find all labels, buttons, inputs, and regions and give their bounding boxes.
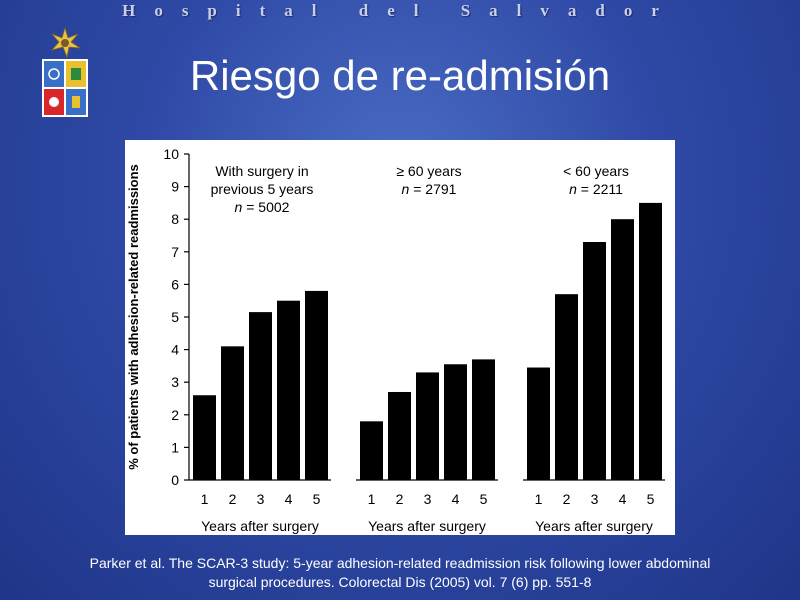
x-axis-label-group-2: Years after surgery bbox=[368, 518, 486, 534]
x-tick-label-group-2-1: 1 bbox=[368, 491, 376, 507]
group-1-n-label: n = 5002 bbox=[235, 199, 290, 215]
group-3-label-line-1: < 60 years bbox=[563, 163, 629, 179]
bar-group-2-year-3 bbox=[416, 372, 439, 480]
x-tick-label-group-2-2: 2 bbox=[396, 491, 404, 507]
x-tick-label-group-3-5: 5 bbox=[647, 491, 655, 507]
readmission-bar-chart: 0 1 2 3 4 5 6 7 8 9 10 % of patients with adhesion-… bbox=[126, 146, 665, 534]
x-tick-label-group-1-4: 4 bbox=[285, 491, 293, 507]
bar-group-3-year-3 bbox=[583, 242, 606, 480]
bar-group-2-year-5 bbox=[472, 359, 495, 480]
bar-group-3-year-1 bbox=[527, 367, 550, 480]
bar-group-3-year-2 bbox=[555, 294, 578, 480]
group-3-n-label: n = 2211 bbox=[569, 181, 623, 197]
group-1-label-line-2: previous 5 years bbox=[211, 181, 314, 197]
chart-panel: 0 1 2 3 4 5 6 7 8 9 10 % of patients with adhesion-… bbox=[125, 140, 675, 535]
x-tick-label-group-3-4: 4 bbox=[619, 491, 627, 507]
x-tick-label-group-2-5: 5 bbox=[480, 491, 488, 507]
y-tick-label-4: 4 bbox=[171, 342, 179, 358]
group-2-label-line-1: ≥ 60 years bbox=[396, 163, 461, 179]
bar-group-2-year-1 bbox=[360, 421, 383, 480]
x-tick-label-group-3-1: 1 bbox=[535, 491, 543, 507]
group-2-n-label: n = 2791 bbox=[402, 181, 457, 197]
y-tick-label-2: 2 bbox=[171, 407, 179, 423]
x-tick-label-group-2-4: 4 bbox=[452, 491, 460, 507]
bar-group-1-year-2 bbox=[221, 346, 244, 480]
y-tick-label-3: 3 bbox=[171, 374, 179, 390]
y-tick-label-10: 10 bbox=[163, 146, 179, 162]
y-tick-label-7: 7 bbox=[171, 244, 179, 260]
group-1-label-line-1: With surgery in bbox=[215, 163, 308, 179]
x-tick-label-group-1-2: 2 bbox=[229, 491, 237, 507]
hospital-header: Hospital del Salvador bbox=[122, 1, 678, 20]
bar-group-1-year-4 bbox=[277, 300, 300, 480]
bar-group-3-year-5 bbox=[639, 202, 662, 480]
university-crest-logo bbox=[42, 26, 88, 117]
y-tick-label-9: 9 bbox=[171, 179, 179, 195]
x-tick-label-group-1-3: 3 bbox=[257, 491, 265, 507]
citation-line-2: surgical procedures. Colorectal Dis (200… bbox=[208, 574, 592, 590]
bar-group-3-year-4 bbox=[611, 219, 634, 480]
bar-group-1-year-3 bbox=[249, 312, 272, 480]
x-tick-label-group-2-3: 3 bbox=[424, 491, 432, 507]
star-emblem-icon bbox=[50, 26, 81, 59]
citation: Parker et al. The SCAR-3 study: 5-year a… bbox=[20, 554, 780, 592]
citation-line-1: Parker et al. The SCAR-3 study: 5-year a… bbox=[89, 555, 711, 571]
bar-group-2-year-2 bbox=[388, 391, 411, 480]
bar-group-2-year-4 bbox=[444, 364, 467, 480]
y-tick-label-8: 8 bbox=[171, 211, 179, 227]
x-tick-label-group-3-3: 3 bbox=[591, 491, 599, 507]
y-axis-label: % of patients with adhesion-related read… bbox=[126, 164, 141, 470]
x-tick-label-group-1-1: 1 bbox=[201, 491, 209, 507]
bar-group-1-year-1 bbox=[193, 395, 216, 480]
x-axis-label-group-1: Years after surgery bbox=[201, 518, 319, 534]
y-tick-label-5: 5 bbox=[171, 309, 179, 325]
bar-group-1-year-5 bbox=[305, 290, 328, 480]
x-tick-label-group-1-5: 5 bbox=[313, 491, 321, 507]
x-tick-label-group-3-2: 2 bbox=[563, 491, 571, 507]
x-axis-label-group-3: Years after surgery bbox=[535, 518, 653, 534]
slide-title: Riesgo de re-admisión bbox=[189, 52, 611, 99]
y-tick-label-0: 0 bbox=[171, 472, 179, 488]
y-tick-label-6: 6 bbox=[171, 276, 179, 292]
y-tick-label-1: 1 bbox=[171, 439, 179, 455]
